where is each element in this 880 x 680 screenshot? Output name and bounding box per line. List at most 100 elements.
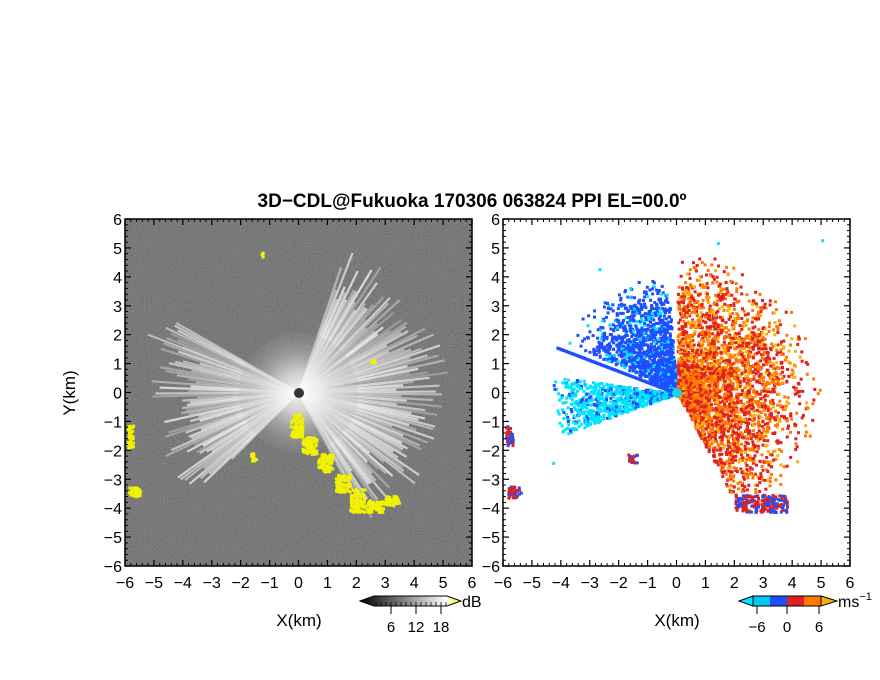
clutter-pixel <box>330 467 334 471</box>
velocity-pixel <box>716 331 720 335</box>
velocity-pixel <box>662 314 666 318</box>
clutter-pixel <box>299 426 303 430</box>
velocity-pixel <box>557 392 561 396</box>
clutter-pixel <box>376 503 380 507</box>
velocity-pixel <box>715 353 719 357</box>
velocity-pixel <box>660 326 664 330</box>
velocity-pixel <box>638 321 642 325</box>
velocity-pixel <box>693 405 697 408</box>
velocity-pixel <box>638 319 642 323</box>
clutter-pixel <box>346 476 350 480</box>
velocity-pixel <box>754 472 757 476</box>
velocity-pixel <box>677 301 681 305</box>
velocity-pixel <box>703 372 707 375</box>
velocity-pixel <box>710 311 714 315</box>
velocity-pixel <box>703 315 707 319</box>
velocity-pixel <box>631 366 635 370</box>
velocity-pixel <box>646 397 650 400</box>
velocity-pixel <box>775 425 779 429</box>
clutter-pixel <box>128 424 132 428</box>
clutter-pixel <box>357 510 361 514</box>
velocity-pixel <box>751 423 755 427</box>
velocity-pixel <box>768 375 771 378</box>
velocity-pixel <box>760 353 764 357</box>
velocity-pixel <box>801 413 805 417</box>
velocity-pixel <box>644 403 648 407</box>
velocity-pixel <box>712 321 716 325</box>
velocity-pixel <box>770 453 774 457</box>
velocity-pixel <box>596 412 600 416</box>
velocity-pixel <box>574 393 578 397</box>
velocity-pixel <box>634 388 638 391</box>
velocity-pixel <box>624 327 628 331</box>
velocity-pixel <box>588 409 592 413</box>
clutter-pixel <box>339 485 343 489</box>
velocity-pixel <box>727 469 731 473</box>
velocity-pixel <box>740 410 744 414</box>
clutter-pixel <box>290 421 294 425</box>
velocity-pixel <box>659 301 663 304</box>
clutter-pixel <box>396 498 400 501</box>
velocity-pixel <box>776 411 780 415</box>
velocity-pixel <box>584 400 587 404</box>
clutter-pixel <box>355 489 359 493</box>
velocity-pixel <box>713 393 717 397</box>
velocity-pixel <box>657 355 661 359</box>
velocity-pixel <box>608 347 612 351</box>
velocity-pixel <box>607 342 611 346</box>
velocity-pixel <box>755 463 758 467</box>
velocity-pixel <box>709 327 713 331</box>
clutter-pixel <box>129 435 133 438</box>
velocity-pixel <box>732 445 736 449</box>
velocity-pixel <box>652 378 656 382</box>
velocity-pixel <box>653 378 657 382</box>
velocity-pixel <box>572 405 576 409</box>
velocity-pixel <box>732 307 736 311</box>
velocity-pixel <box>713 327 717 331</box>
velocity-pixel <box>619 353 623 356</box>
velocity-pixel <box>615 343 619 347</box>
velocity-pixel <box>595 394 599 398</box>
velocity-pixel <box>730 293 734 297</box>
velocity-pixel <box>779 351 783 355</box>
velocity-pixel <box>657 322 660 325</box>
velocity-pixel <box>635 312 639 316</box>
velocity-pixel <box>626 310 630 313</box>
clutter-pixel <box>373 503 377 507</box>
velocity-pixel <box>642 355 646 359</box>
velocity-pixel <box>609 400 613 404</box>
velocity-pixel <box>612 341 616 345</box>
velocity-pixel <box>624 410 628 414</box>
x-tick-label: 0 <box>294 575 303 592</box>
clutter-pixel <box>297 416 301 420</box>
velocity-pixel <box>742 395 746 399</box>
velocity-pixel <box>643 302 646 306</box>
velocity-pixel <box>620 393 624 397</box>
velocity-pixel <box>670 341 674 345</box>
velocity-pixel <box>774 377 778 381</box>
velocity-pixel <box>644 339 648 343</box>
clutter-pixel <box>397 500 400 504</box>
clutter-pixel <box>360 509 364 513</box>
velocity-pixel <box>608 323 612 327</box>
clutter-pixel <box>324 459 328 463</box>
clutter-pixel <box>394 495 398 499</box>
clutter-pixel <box>309 449 313 453</box>
velocity-pixel <box>612 401 616 405</box>
velocity-pixel <box>699 283 702 287</box>
velocity-pixel <box>738 433 742 436</box>
velocity-pixel <box>638 373 642 377</box>
velocity-pixel <box>702 391 706 395</box>
velocity-pixel <box>688 343 692 347</box>
velocity-pixel <box>671 381 675 385</box>
velocity-pixel <box>593 309 597 313</box>
velocity-pixel <box>649 369 653 373</box>
velocity-pixel <box>692 265 696 269</box>
velocity-pixel <box>620 361 624 365</box>
velocity-pixel <box>609 387 613 391</box>
velocity-pixel <box>643 394 647 398</box>
velocity-pixel <box>648 345 652 349</box>
velocity-pixel <box>670 377 674 381</box>
velocity-pixel <box>779 348 783 352</box>
clutter-pixel <box>356 508 360 512</box>
